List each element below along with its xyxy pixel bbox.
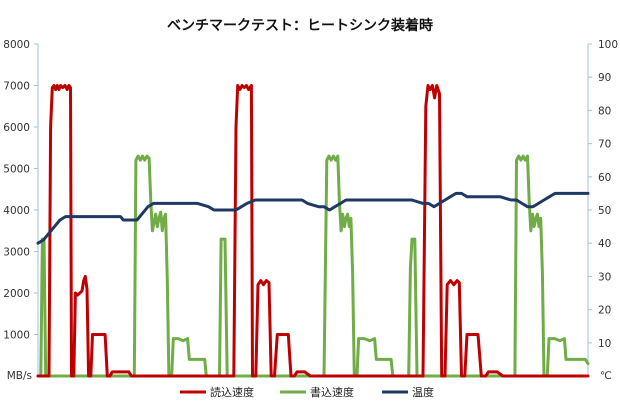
right-tick-label: 60 bbox=[598, 172, 611, 184]
series-line-temp bbox=[36, 191, 590, 245]
right-tick-label: 90 bbox=[598, 72, 611, 84]
right-tick-label: 30 bbox=[598, 271, 611, 283]
right-tick-label: 100 bbox=[598, 39, 618, 51]
right-tick-label: 20 bbox=[598, 305, 611, 317]
legend-label-write: 書込速度 bbox=[310, 385, 354, 399]
left-tick-label: 8000 bbox=[3, 39, 30, 51]
right-tick-label: 70 bbox=[598, 139, 611, 151]
series-line-write bbox=[36, 154, 590, 378]
left-tick-label: 7000 bbox=[3, 81, 30, 93]
left-tick-label: 6000 bbox=[3, 122, 30, 134]
left-tick-label: 5000 bbox=[3, 164, 30, 176]
right-tick-label: 10 bbox=[598, 338, 611, 350]
left-tick-label: 3000 bbox=[3, 247, 30, 259]
right-tick-label: 40 bbox=[598, 238, 611, 250]
right-unit-label: ℃ bbox=[600, 370, 612, 382]
left-tick-label: 1000 bbox=[3, 330, 30, 342]
legend-label-temp: 温度 bbox=[412, 385, 434, 399]
left-unit-label: MB/s bbox=[7, 370, 32, 382]
chart-title: ベンチマークテスト：ヒートシンク装着時 bbox=[167, 17, 433, 34]
series-line-read bbox=[36, 84, 590, 378]
legend-label-read: 読込速度 bbox=[210, 385, 254, 399]
right-tick-label: 50 bbox=[598, 205, 611, 217]
right-tick-label: 80 bbox=[598, 105, 611, 117]
left-tick-label: 4000 bbox=[3, 205, 30, 217]
left-tick-label: 2000 bbox=[3, 288, 30, 300]
